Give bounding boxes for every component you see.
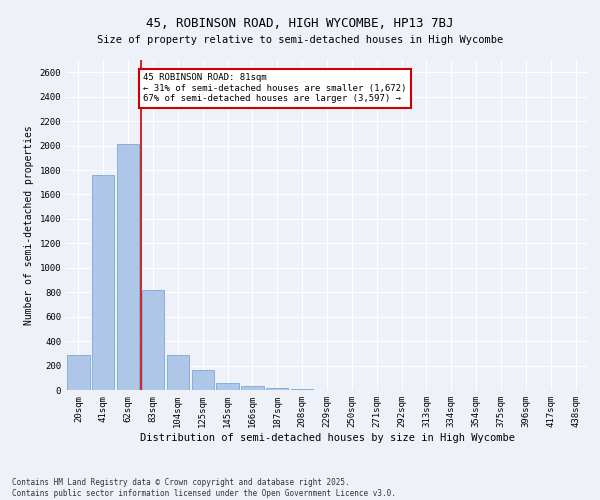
Text: 45, ROBINSON ROAD, HIGH WYCOMBE, HP13 7BJ: 45, ROBINSON ROAD, HIGH WYCOMBE, HP13 7B…: [146, 17, 454, 30]
Bar: [291, 389, 313, 390]
Bar: [266, 388, 289, 390]
Bar: [217, 382, 239, 390]
Bar: [241, 386, 263, 390]
Bar: [191, 370, 214, 390]
X-axis label: Distribution of semi-detached houses by size in High Wycombe: Distribution of semi-detached houses by …: [139, 432, 515, 442]
Bar: [117, 144, 139, 390]
Bar: [142, 290, 164, 390]
Bar: [92, 175, 115, 390]
Bar: [67, 354, 89, 390]
Bar: [167, 354, 189, 390]
Y-axis label: Number of semi-detached properties: Number of semi-detached properties: [24, 125, 34, 325]
Text: 45 ROBINSON ROAD: 81sqm
← 31% of semi-detached houses are smaller (1,672)
67% of: 45 ROBINSON ROAD: 81sqm ← 31% of semi-de…: [143, 74, 406, 103]
Text: Contains HM Land Registry data © Crown copyright and database right 2025.
Contai: Contains HM Land Registry data © Crown c…: [12, 478, 396, 498]
Text: Size of property relative to semi-detached houses in High Wycombe: Size of property relative to semi-detach…: [97, 35, 503, 45]
